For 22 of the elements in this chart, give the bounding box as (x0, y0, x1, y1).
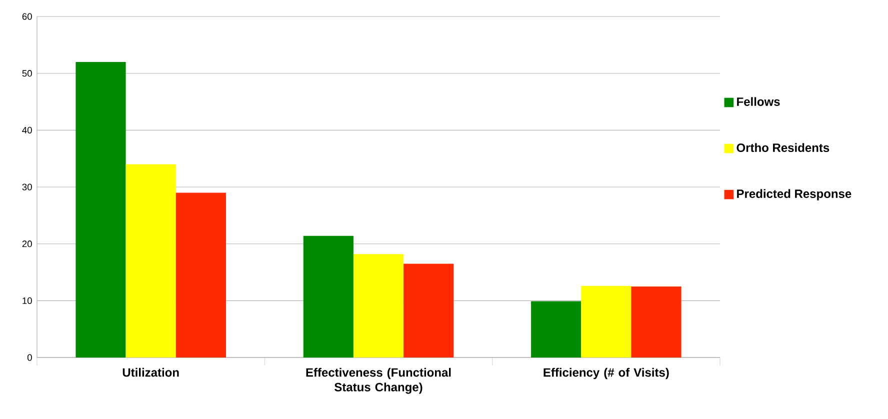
legend-label: Predicted Response (737, 189, 852, 200)
bar (531, 301, 582, 358)
bar (303, 236, 354, 358)
legend-label: Fellows (737, 97, 780, 106)
y-tick-label: 60 (22, 13, 32, 20)
bar (353, 254, 404, 358)
bar (631, 286, 682, 358)
x-tick-label: Efficiency (# of Visits) (544, 368, 669, 380)
x-tick-label: Effectiveness (Functional Status Change) (306, 368, 451, 394)
y-tick-label: 30 (22, 184, 32, 190)
legend-label: Ortho Residents (736, 143, 830, 152)
bar (76, 62, 126, 358)
y-tick-label: 40 (22, 126, 32, 134)
bar (126, 164, 176, 358)
bar (176, 192, 226, 358)
y-tick-label: 50 (22, 70, 32, 77)
bar (581, 286, 632, 358)
x-tick-label: Utilization (122, 368, 179, 377)
bar (404, 264, 454, 358)
y-tick-label: 0 (27, 354, 32, 361)
y-tick-label: 10 (22, 297, 32, 304)
y-tick-label: 20 (22, 240, 32, 248)
